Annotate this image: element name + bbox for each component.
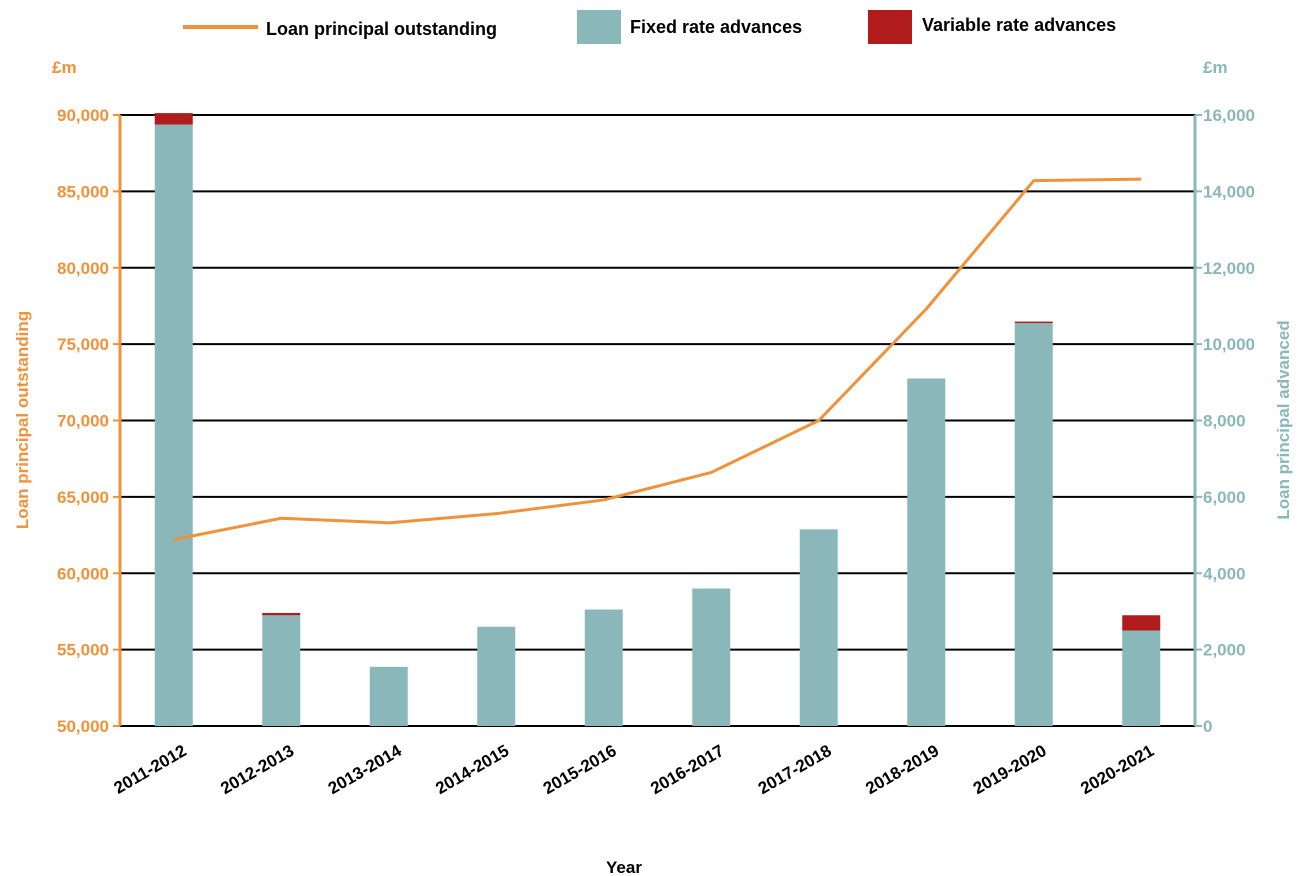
left-tick-label: 80,000 (57, 259, 109, 278)
bar-fixed-rate (799, 529, 838, 726)
x-tick-label: 2015-2016 (540, 741, 620, 798)
bar-fixed-rate (907, 378, 946, 726)
x-tick-label: 2018-2019 (862, 741, 942, 798)
left-tick-label: 85,000 (57, 182, 109, 201)
left-axis-unit: £m (52, 58, 77, 77)
legend-label-variable: Variable rate advances (922, 15, 1116, 35)
left-ticks: 50,000 55,000 60,000 65,000 70,000 75,000 80,0… (57, 106, 109, 736)
x-ticks: 2011-2012 2012-2013 2013-2014 2014-2015 2015… (111, 741, 1158, 798)
left-tick-label: 55,000 (57, 641, 109, 660)
axes (113, 114, 1202, 727)
right-tick-label: 2,000 (1203, 641, 1246, 660)
bar-fixed-rate (584, 609, 623, 726)
bar-fixed-rate (692, 588, 731, 726)
legend-item-line: Loan principal outstanding (183, 19, 497, 39)
right-tick-label: 12,000 (1203, 259, 1255, 278)
x-tick-label: 2012-2013 (217, 741, 297, 798)
x-tick-label: 2016-2017 (647, 741, 727, 798)
left-tick-label: 60,000 (57, 564, 109, 583)
bars (154, 113, 1161, 726)
left-axis-title: Loan principal outstanding (13, 311, 32, 529)
legend-label-loan-outstanding: Loan principal outstanding (266, 19, 497, 39)
legend: Loan principal outstanding Fixed rate ad… (183, 10, 1116, 44)
x-axis-title: Year (606, 858, 642, 876)
left-tick-label: 50,000 (57, 717, 109, 736)
x-tick-label: 2013-2014 (325, 741, 405, 798)
legend-item-fixed: Fixed rate advances (577, 10, 802, 44)
legend-label-fixed: Fixed rate advances (630, 17, 802, 37)
right-tick-label: 16,000 (1203, 106, 1255, 125)
bar-fixed-rate (262, 615, 301, 726)
bar-variable-rate (154, 113, 193, 125)
legend-swatch-fixed (577, 10, 621, 44)
right-ticks: 0 2,000 4,000 6,000 8,000 10,000 12,000 14,000 1… (1203, 106, 1255, 736)
left-tick-label: 70,000 (57, 412, 109, 431)
right-axis-unit: £m (1203, 58, 1228, 77)
line-layer (173, 177, 1142, 542)
bar-fixed-rate (154, 124, 193, 726)
right-tick-label: 10,000 (1203, 335, 1255, 354)
left-tick-label: 90,000 (57, 106, 109, 125)
right-tick-label: 6,000 (1203, 488, 1246, 507)
right-tick-label: 4,000 (1203, 564, 1246, 583)
bar-fixed-rate (1014, 323, 1053, 726)
legend-swatch-variable (868, 10, 912, 44)
left-tick-label: 65,000 (57, 488, 109, 507)
right-tick-label: 0 (1203, 717, 1212, 736)
bar-variable-rate (1122, 615, 1161, 631)
bar-fixed-rate (369, 666, 408, 726)
bar-variable-rate (1014, 321, 1053, 324)
right-tick-label: 8,000 (1203, 412, 1246, 431)
bar-fixed-rate (1122, 630, 1161, 726)
right-tick-label: 14,000 (1203, 182, 1255, 201)
bar-variable-rate (262, 612, 301, 616)
line-loan-principal-outstanding (173, 177, 1142, 542)
right-axis-title: Loan principal advanced (1274, 320, 1293, 519)
left-tick-label: 75,000 (57, 335, 109, 354)
x-tick-label: 2014-2015 (432, 741, 512, 798)
legend-item-variable: Variable rate advances (868, 10, 1116, 44)
x-tick-label: 2011-2012 (111, 741, 190, 798)
bar-fixed-rate (477, 626, 516, 726)
x-tick-label: 2020-2021 (1077, 741, 1157, 798)
x-tick-label: 2019-2020 (970, 741, 1050, 798)
x-tick-label: 2017-2018 (755, 741, 835, 798)
